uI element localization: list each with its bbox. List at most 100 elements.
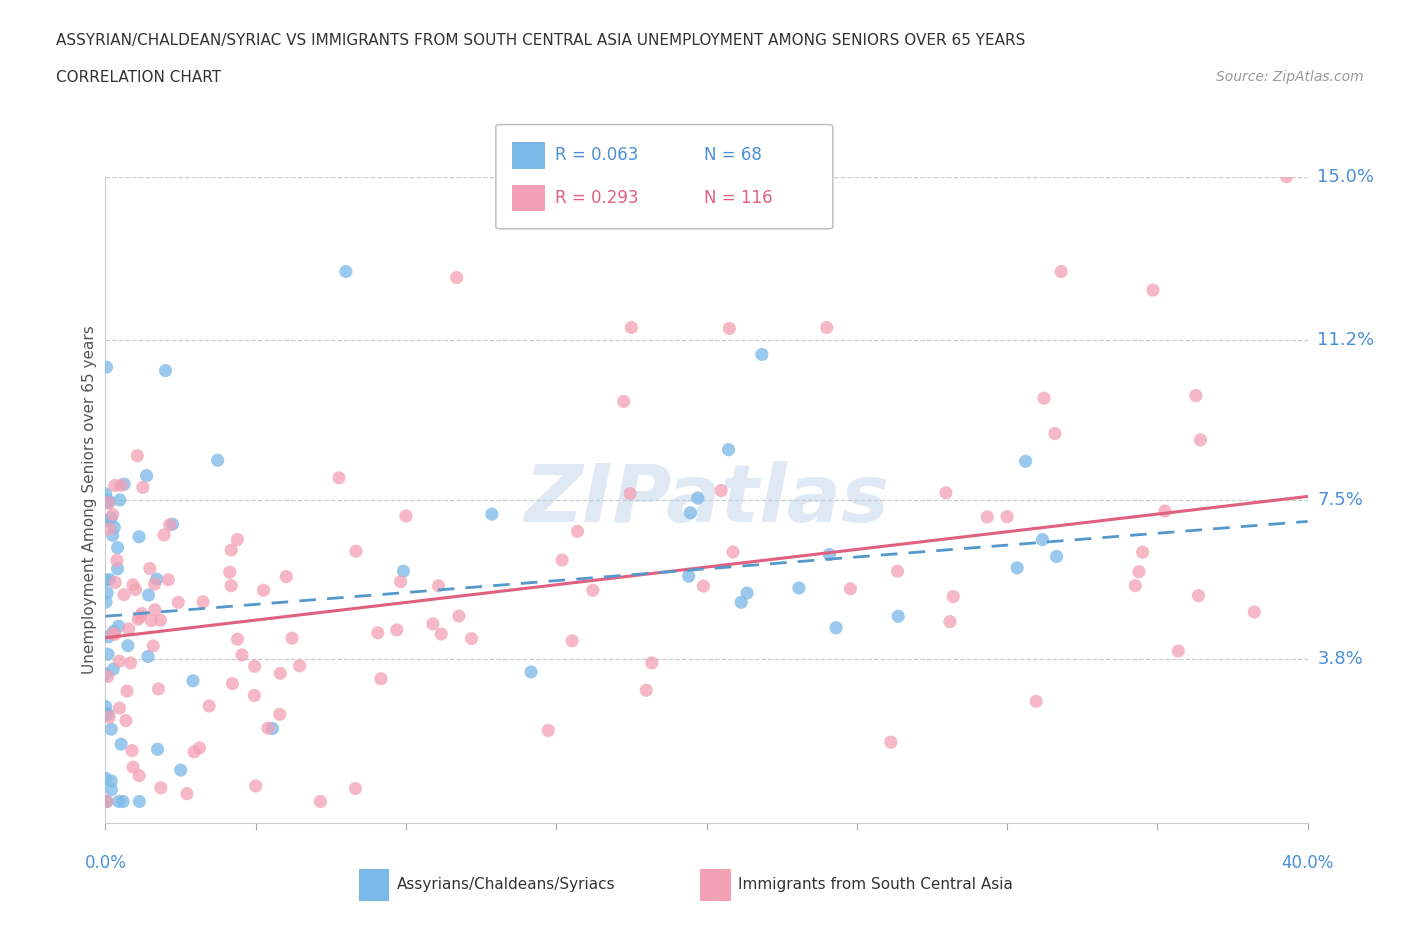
Point bbox=[110, 478, 132, 493]
Point bbox=[94, 594, 117, 609]
Point bbox=[344, 781, 367, 796]
Point bbox=[692, 578, 714, 593]
Point bbox=[288, 658, 311, 673]
Point bbox=[104, 575, 127, 590]
Point bbox=[198, 698, 221, 713]
Point bbox=[460, 631, 482, 646]
Point bbox=[567, 524, 589, 538]
Point bbox=[94, 794, 117, 809]
Point bbox=[710, 483, 733, 498]
Point bbox=[98, 710, 121, 724]
Point bbox=[1033, 391, 1056, 405]
Point bbox=[96, 586, 118, 601]
Point bbox=[107, 562, 129, 577]
Point bbox=[1154, 504, 1177, 519]
Point bbox=[122, 578, 145, 592]
Point bbox=[226, 631, 249, 646]
Point bbox=[142, 639, 165, 654]
Point bbox=[138, 588, 160, 603]
Point bbox=[218, 565, 240, 579]
Point bbox=[839, 581, 862, 596]
Point bbox=[115, 684, 138, 698]
Point bbox=[262, 721, 284, 736]
Point bbox=[551, 552, 574, 567]
Point bbox=[231, 647, 253, 662]
Point bbox=[1275, 169, 1298, 184]
Point bbox=[98, 572, 121, 587]
Point bbox=[107, 540, 129, 555]
Point bbox=[148, 682, 170, 697]
Point bbox=[537, 723, 560, 737]
Point bbox=[100, 722, 122, 737]
Point bbox=[97, 496, 120, 511]
Point bbox=[276, 569, 298, 584]
Point bbox=[252, 583, 274, 598]
Point bbox=[120, 656, 142, 671]
Point bbox=[344, 544, 367, 559]
Point bbox=[447, 608, 470, 623]
Point bbox=[207, 453, 229, 468]
Point bbox=[97, 630, 120, 644]
Text: 40.0%: 40.0% bbox=[1281, 854, 1334, 871]
Point bbox=[112, 794, 135, 809]
Point bbox=[149, 780, 172, 795]
Point bbox=[132, 480, 155, 495]
Text: N = 116: N = 116 bbox=[704, 189, 773, 207]
Point bbox=[104, 627, 127, 642]
Point bbox=[153, 527, 176, 542]
Point bbox=[104, 478, 127, 493]
Point bbox=[226, 532, 249, 547]
Point bbox=[385, 622, 408, 637]
Point bbox=[96, 360, 118, 375]
Point bbox=[128, 794, 150, 809]
Point bbox=[1132, 545, 1154, 560]
Text: N = 68: N = 68 bbox=[704, 146, 762, 165]
Bar bbox=[512, 142, 546, 168]
Point bbox=[181, 673, 204, 688]
Point bbox=[108, 654, 131, 669]
Point bbox=[370, 671, 392, 686]
Text: ASSYRIAN/CHALDEAN/SYRIAC VS IMMIGRANTS FROM SOUTH CENTRAL ASIA UNEMPLOYMENT AMON: ASSYRIAN/CHALDEAN/SYRIAC VS IMMIGRANTS F… bbox=[56, 33, 1025, 47]
Point bbox=[389, 574, 412, 589]
Point bbox=[309, 794, 332, 809]
Point bbox=[94, 667, 117, 682]
Text: R = 0.063: R = 0.063 bbox=[555, 146, 638, 165]
Text: 15.0%: 15.0% bbox=[1317, 167, 1374, 186]
Y-axis label: Unemployment Among Seniors over 65 years: Unemployment Among Seniors over 65 years bbox=[82, 326, 97, 674]
Point bbox=[127, 448, 149, 463]
Point bbox=[735, 586, 758, 601]
Bar bbox=[512, 185, 546, 211]
Point bbox=[367, 625, 389, 640]
Text: 11.2%: 11.2% bbox=[1317, 331, 1375, 350]
Point bbox=[1167, 644, 1189, 658]
Point bbox=[1025, 694, 1047, 709]
Point bbox=[1189, 432, 1212, 447]
Point bbox=[101, 528, 124, 543]
Point bbox=[157, 572, 180, 587]
Text: 3.8%: 3.8% bbox=[1317, 650, 1362, 669]
Point bbox=[721, 545, 744, 560]
Point bbox=[149, 613, 172, 628]
Point bbox=[97, 646, 120, 661]
Point bbox=[243, 688, 266, 703]
Point bbox=[939, 614, 962, 629]
Point bbox=[115, 713, 138, 728]
Point bbox=[942, 589, 965, 604]
Point bbox=[112, 477, 135, 492]
Point bbox=[128, 768, 150, 783]
Text: CORRELATION CHART: CORRELATION CHART bbox=[56, 70, 221, 85]
Point bbox=[582, 583, 605, 598]
Point bbox=[717, 443, 740, 458]
Point bbox=[121, 743, 143, 758]
Text: ZIPatlas: ZIPatlas bbox=[524, 461, 889, 538]
Point bbox=[1123, 578, 1146, 593]
Point bbox=[281, 631, 304, 645]
Point bbox=[159, 517, 181, 532]
Point bbox=[117, 638, 139, 653]
Point bbox=[995, 510, 1018, 525]
Point bbox=[94, 706, 117, 721]
Point bbox=[108, 794, 131, 809]
Point bbox=[103, 661, 125, 676]
Point bbox=[143, 577, 166, 591]
Point bbox=[825, 620, 848, 635]
